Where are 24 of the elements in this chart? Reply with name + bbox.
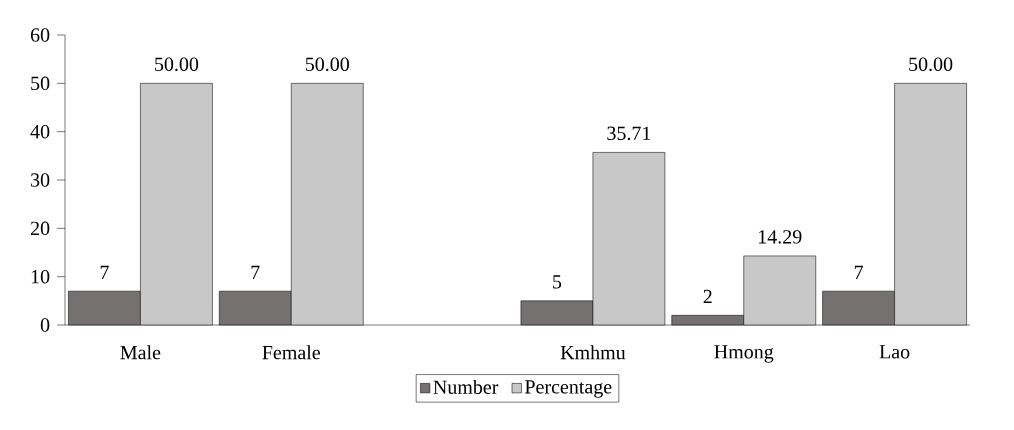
data-label: 2 <box>703 289 712 304</box>
data-label: 14.29 <box>759 230 802 244</box>
x-tick-label: Female <box>262 345 320 360</box>
y-tick-label: 0 <box>40 318 50 332</box>
y-tick-label: 60 <box>30 28 50 42</box>
y-tick-label: 50 <box>31 76 50 91</box>
legend-label: Number <box>433 379 499 394</box>
y-tick-label: 40 <box>30 124 50 139</box>
y-tick-label: 10 <box>31 269 50 284</box>
data-label: 50.00 <box>909 57 953 72</box>
data-label: 5 <box>553 275 562 289</box>
data-label: 7 <box>854 265 863 279</box>
y-tick-label: 20 <box>30 221 50 236</box>
x-tick-label: Kmhmu <box>560 345 626 360</box>
data-label: 35.71 <box>607 126 651 141</box>
x-tick-label: Male <box>120 345 161 360</box>
x-tick-label: Lao <box>879 345 910 359</box>
x-tick-label: Hmong <box>714 345 774 363</box>
data-label: 7 <box>251 265 260 279</box>
data-label: 50.00 <box>155 57 199 72</box>
data-label: 50.00 <box>305 57 349 72</box>
y-tick-label: 30 <box>31 173 50 187</box>
legend-label: Percentage <box>525 380 612 398</box>
data-label: 7 <box>100 265 109 279</box>
